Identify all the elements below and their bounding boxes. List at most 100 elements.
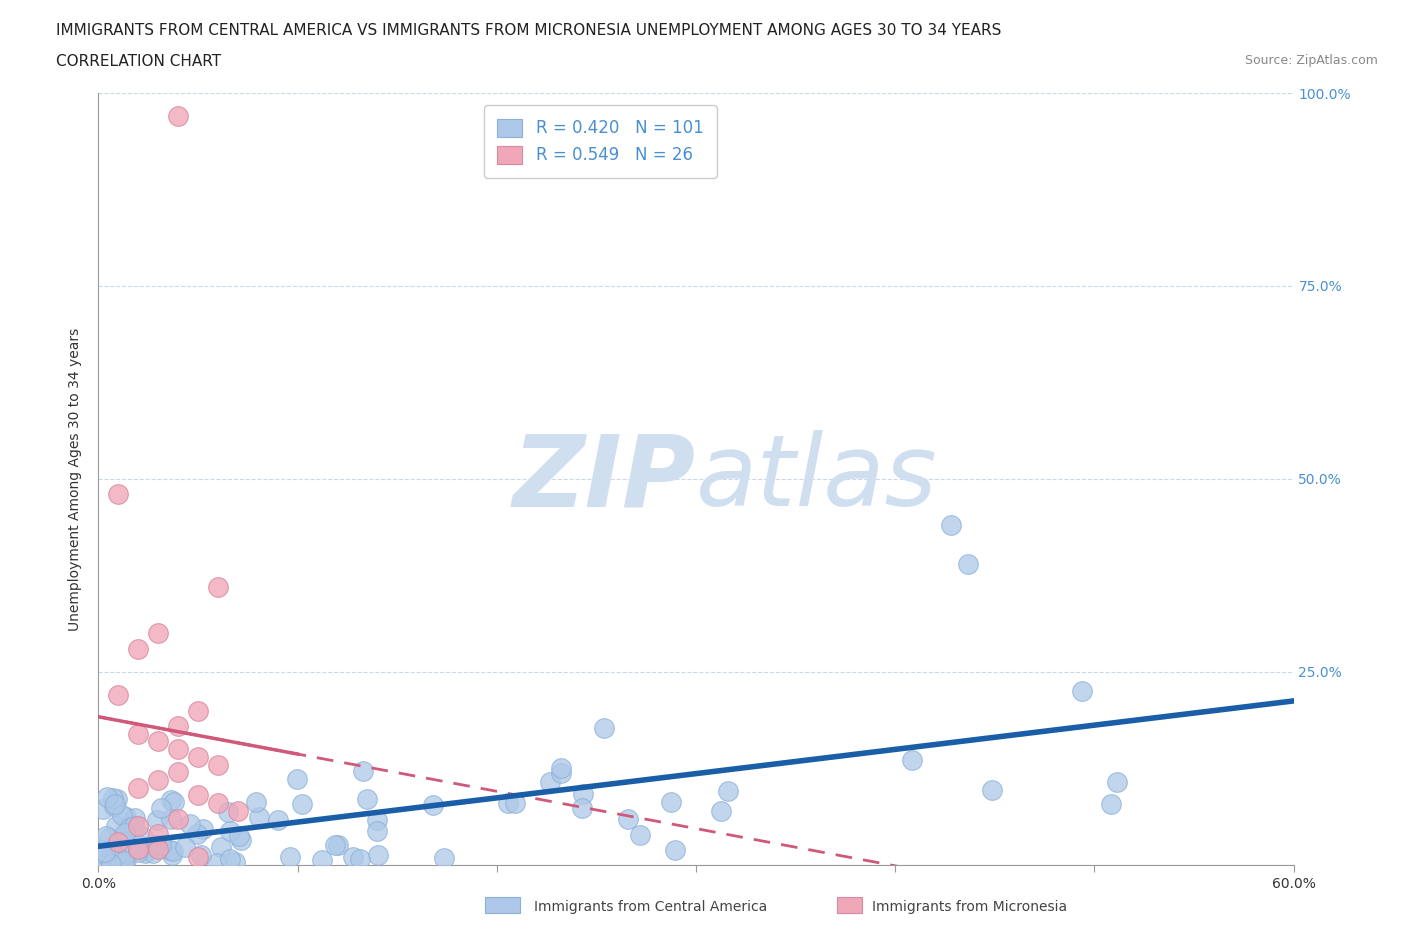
Text: Source: ZipAtlas.com: Source: ZipAtlas.com <box>1244 54 1378 67</box>
FancyBboxPatch shape <box>837 897 862 913</box>
Point <box>114 826 136 841</box>
Point <box>149 801 172 816</box>
Text: ZIP: ZIP <box>513 431 696 527</box>
Point <box>187 750 209 764</box>
Point <box>93 844 115 859</box>
Text: IMMIGRANTS FROM CENTRAL AMERICA VS IMMIGRANTS FROM MICRONESIA UNEMPLOYMENT AMONG: IMMIGRANTS FROM CENTRAL AMERICA VS IMMIG… <box>56 23 1001 38</box>
Point <box>142 845 165 860</box>
Legend: R = 0.420   N = 101, R = 0.549   N = 26: R = 0.420 N = 101, R = 0.549 N = 26 <box>484 105 717 178</box>
Point <box>207 856 229 870</box>
Point <box>659 795 682 810</box>
Point <box>278 849 301 864</box>
Point <box>134 845 156 860</box>
Point <box>148 734 170 749</box>
Point <box>285 772 308 787</box>
Point <box>179 817 201 832</box>
Point <box>207 796 229 811</box>
Point <box>107 791 129 806</box>
Point <box>127 842 149 857</box>
Point <box>163 794 186 809</box>
Point <box>207 757 229 772</box>
Point <box>900 752 922 767</box>
Point <box>91 802 114 817</box>
Point <box>366 813 388 828</box>
Point <box>167 764 190 779</box>
Point <box>267 813 290 828</box>
Point <box>148 773 170 788</box>
Point <box>174 840 197 855</box>
Point <box>571 786 593 801</box>
Point <box>228 829 250 844</box>
Point <box>101 851 124 866</box>
Text: Immigrants from Central America: Immigrants from Central America <box>534 899 768 914</box>
Point <box>160 792 183 807</box>
Point <box>1071 684 1094 698</box>
Point <box>342 850 364 865</box>
FancyBboxPatch shape <box>485 897 520 913</box>
Point <box>941 518 963 533</box>
Point <box>207 579 229 594</box>
Point <box>112 854 135 869</box>
Point <box>226 804 249 818</box>
Point <box>311 853 333 868</box>
Point <box>664 843 686 857</box>
Point <box>100 857 122 871</box>
Point <box>498 795 520 810</box>
Point <box>366 823 388 838</box>
Point <box>550 765 572 780</box>
Point <box>107 834 129 849</box>
Point <box>628 827 651 842</box>
Point <box>505 796 527 811</box>
Point <box>122 818 145 833</box>
Point <box>105 818 128 833</box>
Point <box>127 819 149 834</box>
Point <box>167 719 190 734</box>
Point <box>356 792 378 807</box>
Text: atlas: atlas <box>696 431 938 527</box>
Point <box>422 797 444 812</box>
Point <box>97 830 120 845</box>
Point <box>245 794 267 809</box>
Point <box>136 843 159 857</box>
Point <box>146 812 169 827</box>
Point <box>111 807 134 822</box>
Point <box>352 764 374 778</box>
Point <box>150 838 173 853</box>
Point <box>550 761 572 776</box>
Point <box>89 842 111 857</box>
Point <box>571 801 593 816</box>
Point <box>117 824 139 839</box>
Point <box>710 804 733 818</box>
Point <box>91 848 114 863</box>
Point <box>104 848 127 863</box>
Point <box>118 819 141 834</box>
Point <box>148 827 170 842</box>
Point <box>716 784 738 799</box>
Point <box>1105 775 1128 790</box>
Point <box>125 835 148 850</box>
Point <box>127 726 149 741</box>
Point <box>957 556 980 571</box>
Point <box>93 857 115 871</box>
Point <box>159 843 181 857</box>
Point <box>148 626 170 641</box>
Point <box>103 790 125 805</box>
Point <box>209 840 232 855</box>
Point <box>187 703 209 718</box>
Point <box>146 840 169 855</box>
Point <box>103 798 125 813</box>
Point <box>101 851 124 866</box>
Point <box>94 829 117 844</box>
Point <box>193 821 215 836</box>
Point <box>115 810 138 825</box>
Point <box>349 851 371 866</box>
Point <box>187 850 209 865</box>
Point <box>117 844 139 859</box>
Point <box>148 842 170 857</box>
Point <box>218 851 240 866</box>
Y-axis label: Unemployment Among Ages 30 to 34 years: Unemployment Among Ages 30 to 34 years <box>69 327 83 631</box>
Point <box>219 824 242 839</box>
Point <box>127 844 149 859</box>
Point <box>433 850 456 865</box>
Point <box>124 810 146 825</box>
